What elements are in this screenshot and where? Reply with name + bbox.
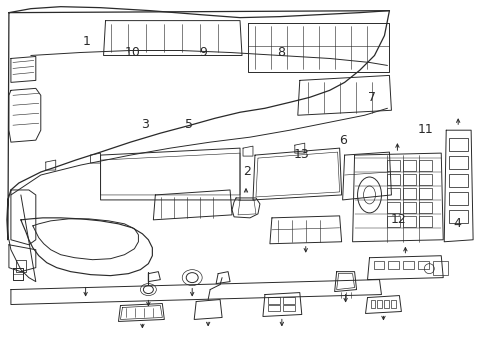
Bar [419,202,432,213]
Bar [419,216,432,227]
Bar [283,305,295,311]
Text: 5: 5 [185,118,193,131]
Bar [388,160,400,171]
Text: 2: 2 [244,165,251,177]
Text: 8: 8 [278,46,286,59]
Text: 3: 3 [141,118,149,131]
Bar [388,188,400,199]
Bar [418,261,429,269]
Bar [377,300,383,307]
Bar [403,174,416,185]
Bar [449,210,468,223]
Bar [388,216,400,227]
Bar [449,174,468,187]
Bar [389,261,399,269]
Bar [283,297,295,303]
Bar [268,305,280,311]
Text: 11: 11 [418,123,434,136]
Bar [433,261,448,275]
Bar [370,300,375,307]
Bar [449,156,468,169]
Bar [403,216,416,227]
Bar [419,188,432,199]
Bar [419,160,432,171]
Text: 12: 12 [391,213,407,226]
Text: 10: 10 [125,46,141,59]
Text: 6: 6 [339,134,346,147]
Bar [403,202,416,213]
Bar [403,261,415,269]
Bar [373,261,385,269]
Bar [449,138,468,151]
Bar [419,174,432,185]
Bar [403,188,416,199]
Text: 1: 1 [82,35,90,49]
Text: 9: 9 [199,46,207,59]
Bar [268,297,280,303]
Bar [403,160,416,171]
Bar [392,300,396,307]
Bar [388,202,400,213]
Text: 13: 13 [293,148,309,161]
Bar [388,174,400,185]
Text: 7: 7 [368,91,376,104]
Bar [385,300,390,307]
Text: 4: 4 [453,216,461,230]
Bar [449,192,468,205]
